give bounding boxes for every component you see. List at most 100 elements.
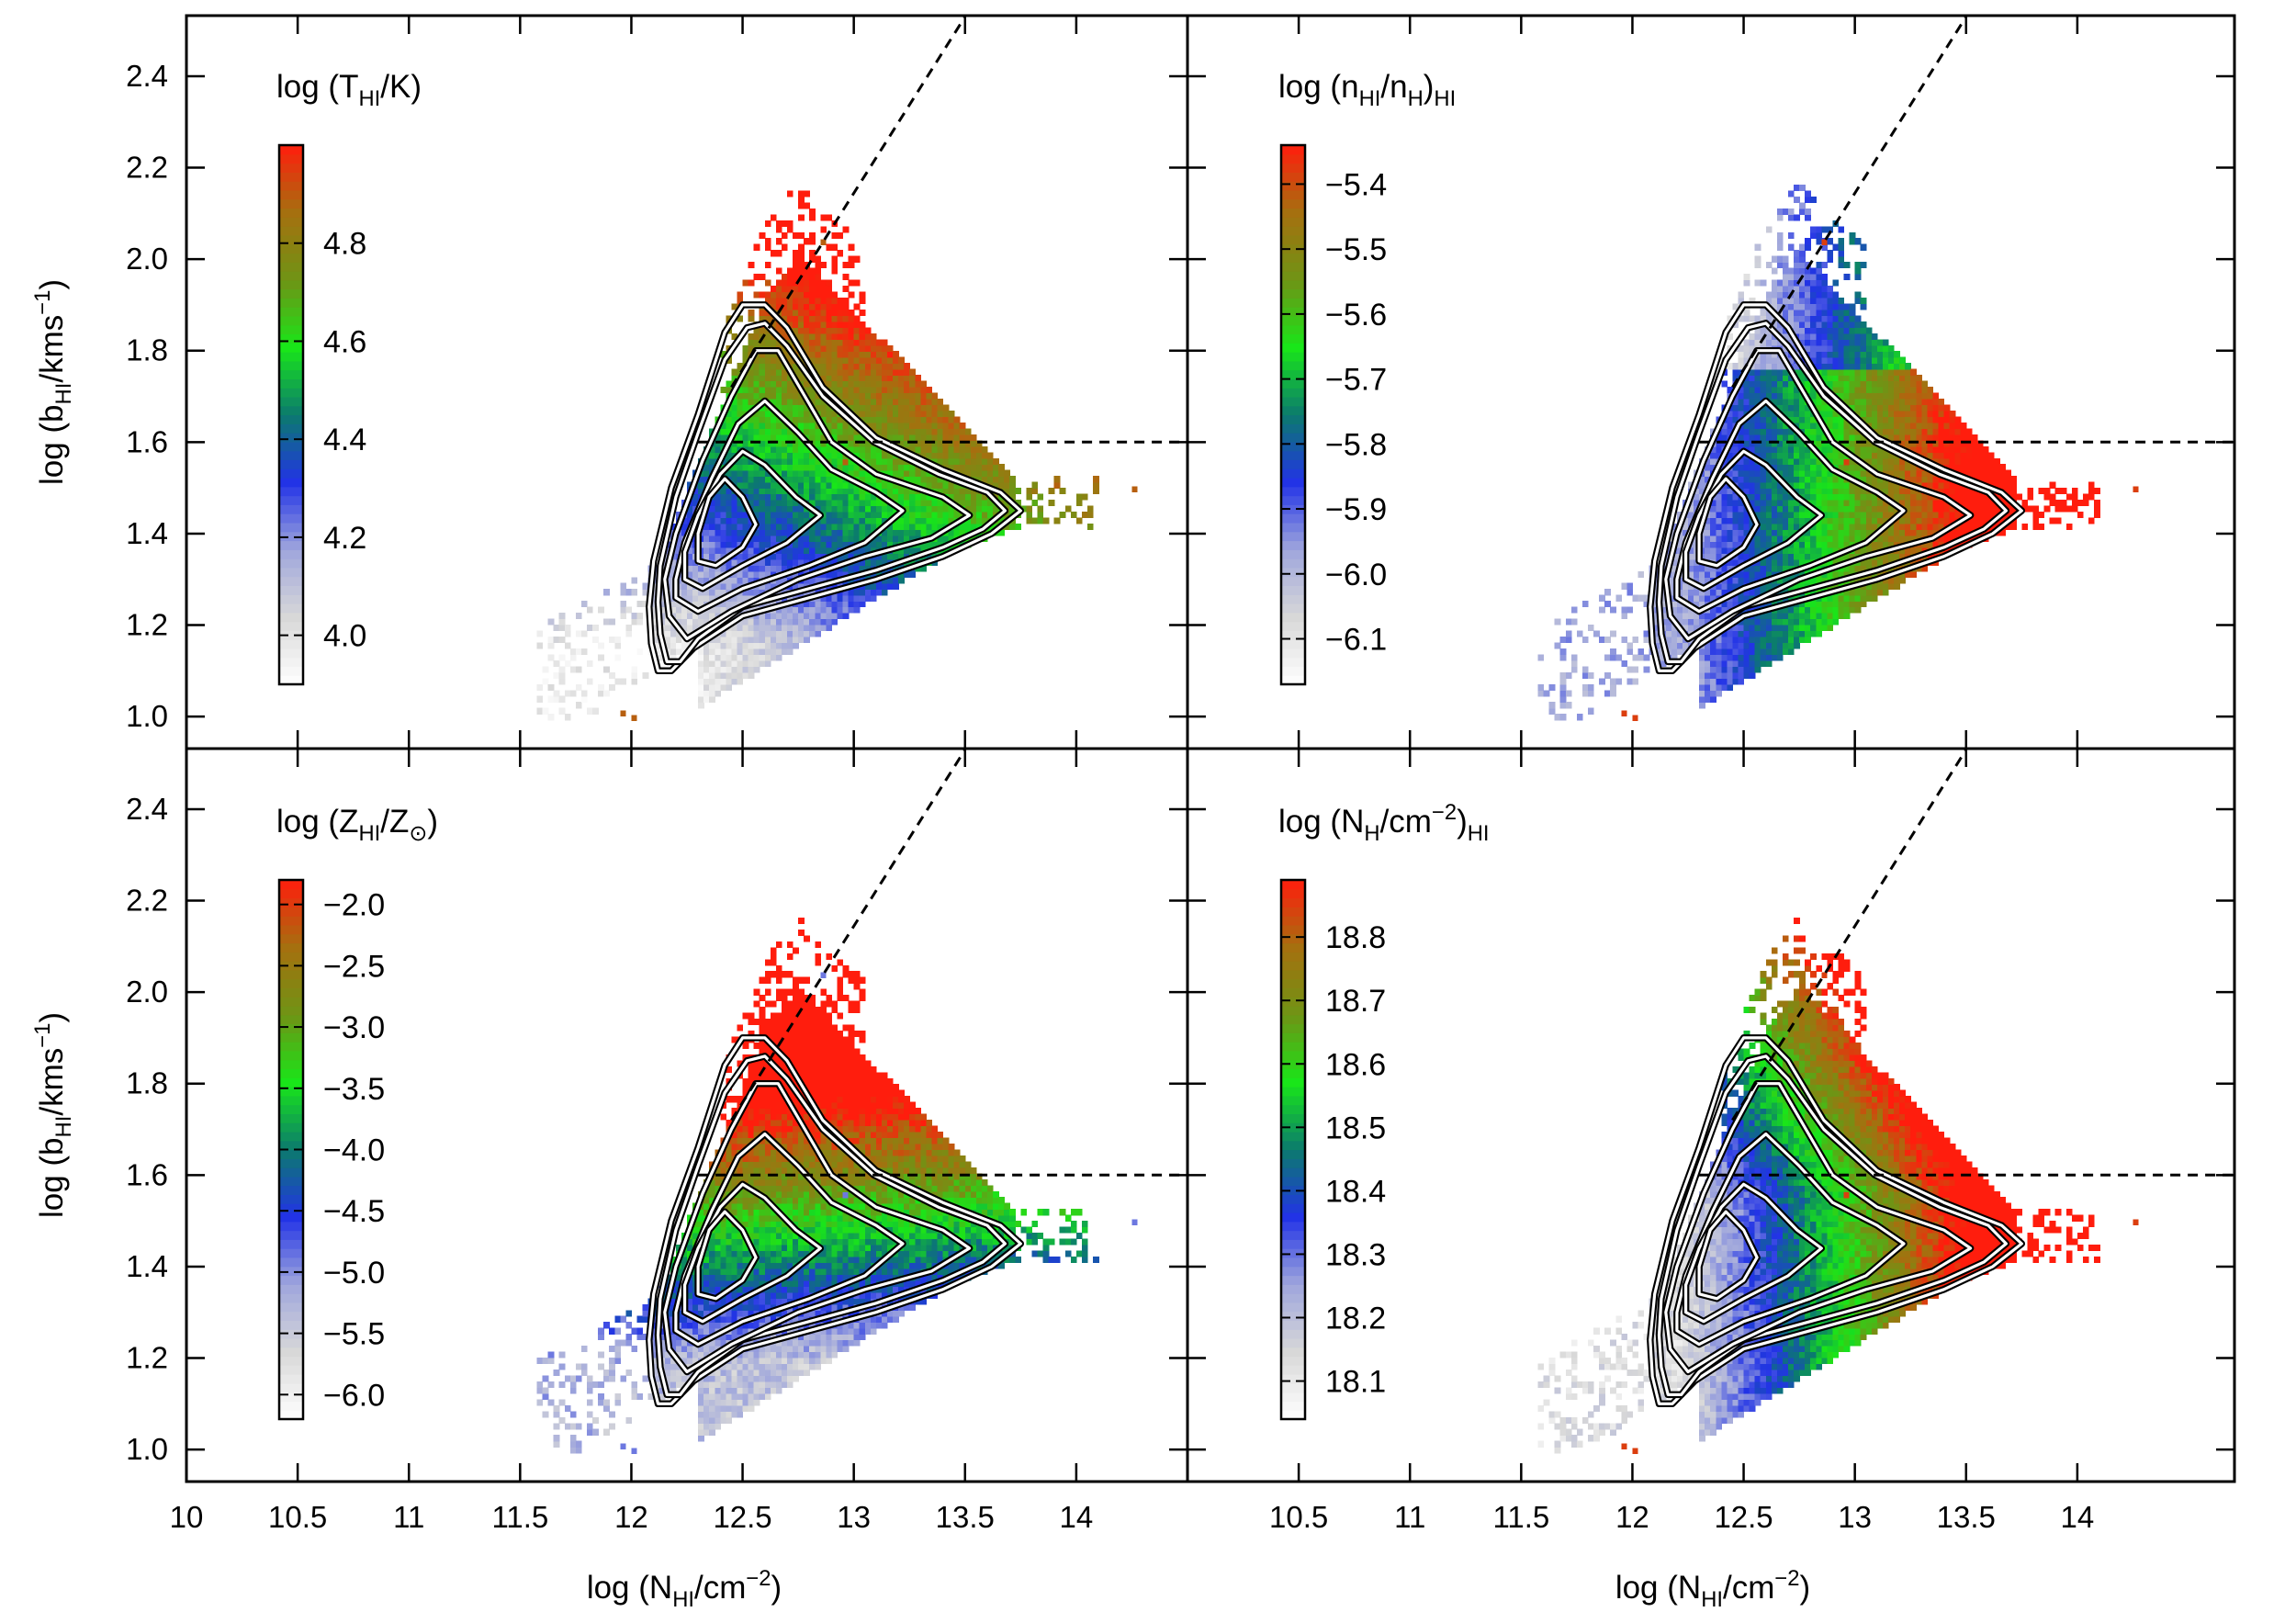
heat-cell	[753, 428, 760, 435]
heat-cell	[937, 452, 944, 459]
heat-cell	[887, 404, 894, 411]
heat-cell	[764, 493, 771, 501]
heat-cell	[1776, 387, 1784, 394]
heat-cell	[942, 440, 950, 447]
heat-cell	[1771, 512, 1778, 519]
heat-cell	[837, 303, 844, 310]
heat-cell	[1788, 457, 1795, 465]
heat-cell	[692, 589, 699, 596]
heat-cell	[1015, 524, 1021, 531]
heat-cell	[1716, 529, 1722, 536]
heat-cell	[1570, 659, 1578, 667]
heat-cell	[658, 659, 666, 667]
heat-cell	[770, 368, 777, 376]
heat-cell	[1694, 594, 1700, 602]
heat-cell	[1782, 464, 1789, 471]
heat-cell	[1688, 570, 1694, 578]
heat-cell	[1854, 399, 1862, 406]
heat-cell	[1799, 469, 1806, 477]
heat-cell	[569, 666, 577, 673]
heat-cell	[1688, 589, 1694, 596]
heat-cell	[1794, 303, 1800, 310]
heat-cell	[1682, 524, 1689, 531]
heat-cell	[787, 220, 793, 227]
heat-cell	[670, 565, 677, 572]
heat-cell	[1042, 517, 1050, 524]
heat-cell	[1782, 558, 1789, 566]
heat-cell	[887, 582, 894, 590]
heat-cell	[1821, 279, 1828, 287]
heat-cell	[1754, 659, 1761, 667]
heat-cell	[859, 291, 866, 299]
heat-cell	[1682, 642, 1689, 649]
heat-cell	[742, 648, 749, 655]
heat-cell	[781, 648, 788, 655]
heat-cell	[764, 220, 771, 227]
heat-cell	[1727, 630, 1734, 637]
heat-cell	[1743, 392, 1750, 400]
heat-cell	[1843, 565, 1851, 572]
heat-cell	[759, 481, 766, 489]
heat-cell	[620, 613, 626, 620]
heat-cell	[793, 541, 799, 548]
heat-cell	[1794, 558, 1800, 566]
heat-cell	[1776, 505, 1784, 513]
heat-cell	[759, 547, 766, 554]
heat-cell	[753, 630, 760, 637]
heat-cell	[826, 606, 833, 614]
heat-cell	[915, 422, 921, 429]
heat-cell	[1805, 387, 1811, 394]
heat-cell	[815, 577, 821, 584]
heat-cell	[975, 457, 983, 465]
heat-cell	[1716, 659, 1722, 667]
heat-cell	[1694, 565, 1700, 572]
heat-cell	[731, 493, 738, 501]
heat-cell	[1710, 594, 1716, 602]
heat-cell	[826, 315, 833, 322]
heat-cell	[1854, 445, 1862, 453]
heat-cell	[753, 666, 760, 673]
heat-cell	[881, 469, 888, 477]
heat-cell	[859, 363, 866, 370]
heat-cell	[737, 659, 744, 667]
heat-cell	[781, 524, 788, 531]
heat-cell	[909, 428, 916, 435]
heat-cell	[893, 387, 899, 394]
heat-cell	[915, 476, 921, 483]
heat-cell	[1782, 267, 1789, 275]
heat-cell	[1705, 594, 1711, 602]
heat-cell	[859, 416, 866, 423]
heat-cell	[1854, 333, 1862, 340]
heat-cell	[942, 457, 950, 465]
heat-cell	[753, 570, 760, 578]
heat-cell	[1771, 428, 1778, 435]
heat-cell	[759, 648, 766, 655]
heat-cell	[1849, 309, 1856, 316]
heat-cell	[1799, 630, 1806, 637]
heat-cell	[898, 553, 905, 560]
heat-cell	[547, 642, 555, 649]
heat-cell	[881, 512, 888, 519]
heat-cell	[1754, 464, 1761, 471]
heat-cell	[948, 434, 955, 441]
heat-cell	[1721, 422, 1728, 429]
heat-cell	[1738, 392, 1745, 400]
heat-cell	[864, 500, 872, 507]
heat-cell	[1738, 535, 1745, 542]
heat-cell	[1865, 452, 1873, 459]
heat-cell	[1760, 452, 1767, 459]
heat-cell	[875, 452, 883, 459]
heat-cell	[981, 469, 988, 477]
heat-cell	[1754, 279, 1761, 287]
heat-cell	[1727, 683, 1734, 691]
heat-cell	[1710, 517, 1716, 524]
heat-cell	[709, 695, 715, 703]
heat-cell	[775, 630, 782, 637]
heat-cell	[1716, 535, 1722, 542]
heat-cell	[1688, 582, 1694, 590]
heat-cell	[720, 351, 726, 358]
heat-cell	[1638, 570, 1645, 578]
heat-cell	[842, 327, 850, 334]
heat-cell	[1064, 505, 1072, 513]
heat-cell	[731, 541, 738, 548]
